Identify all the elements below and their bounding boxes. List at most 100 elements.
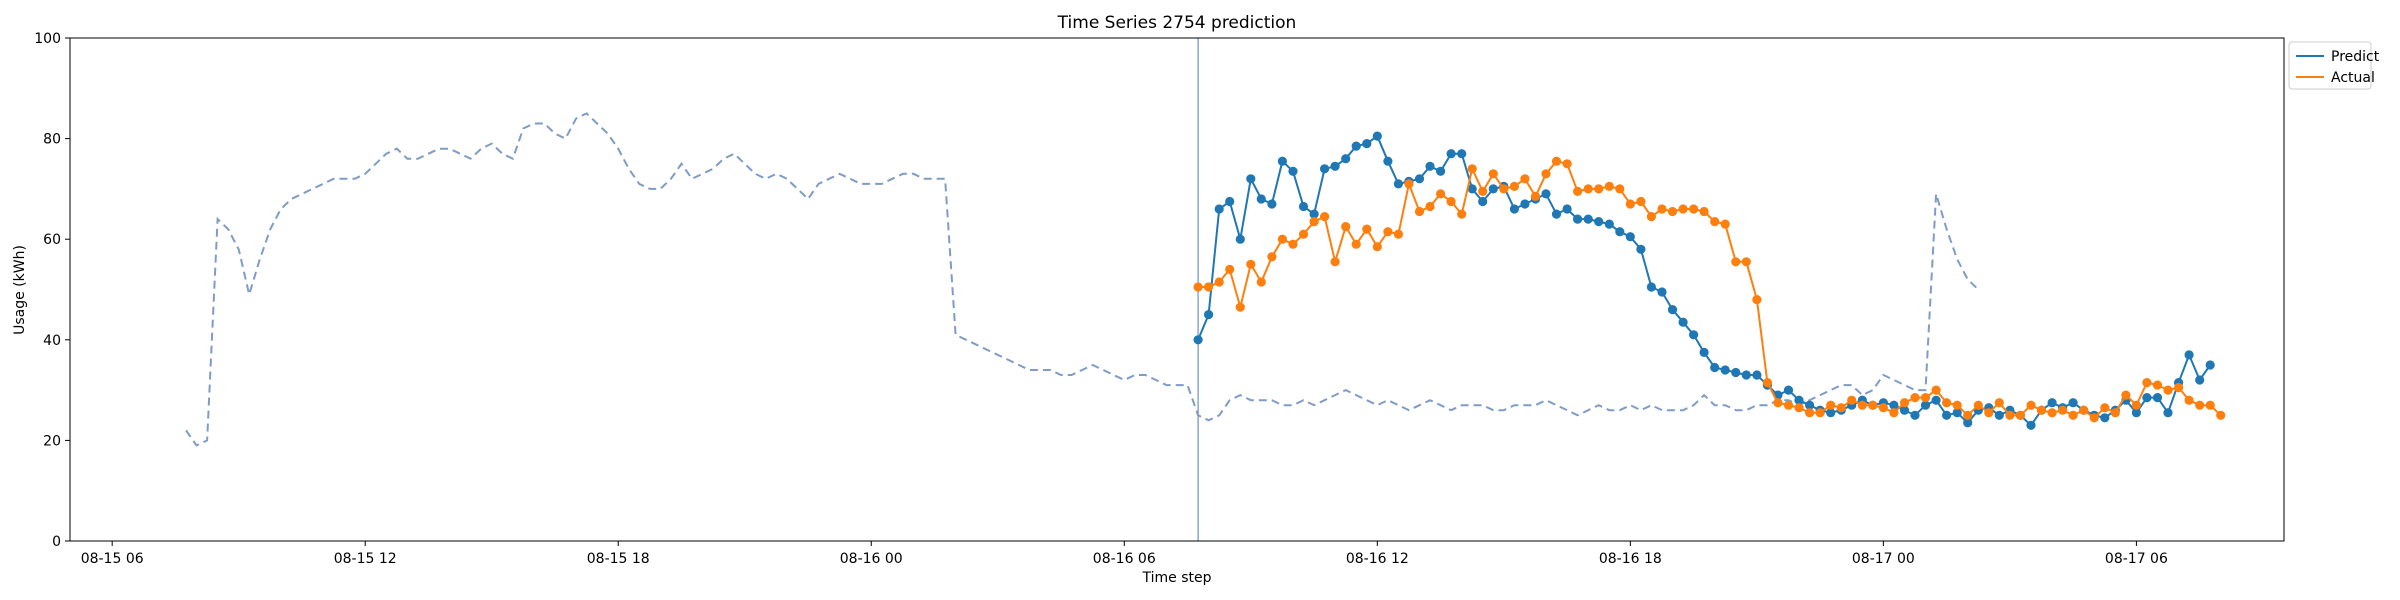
predict-point bbox=[1899, 405, 1910, 415]
x-tick-label: 08-17 06 bbox=[2105, 551, 2168, 567]
predict-point bbox=[1657, 287, 1667, 297]
actual-point bbox=[1731, 257, 1741, 267]
actual-point bbox=[1509, 181, 1519, 191]
predict-point bbox=[1204, 310, 1214, 320]
actual-point bbox=[1794, 403, 1804, 413]
actual-point bbox=[1351, 239, 1361, 249]
actual-point bbox=[1362, 224, 1372, 234]
predict-point bbox=[1478, 196, 1488, 207]
predict-point bbox=[1826, 408, 1836, 418]
predict-point bbox=[1910, 410, 1920, 420]
actual-point bbox=[1478, 186, 1488, 196]
actual-point bbox=[1330, 257, 1340, 267]
predict-point bbox=[1583, 214, 1593, 224]
predict-point bbox=[2068, 398, 2078, 408]
actual-point bbox=[1256, 277, 1266, 287]
predict-point bbox=[1288, 166, 1298, 176]
actual-point bbox=[1646, 212, 1656, 222]
actual-point bbox=[2100, 403, 2110, 413]
actual-point bbox=[1699, 206, 1709, 217]
predict-point bbox=[1805, 400, 1815, 410]
actual-point bbox=[2121, 390, 2131, 400]
actual-point bbox=[2163, 385, 2173, 395]
predict-point bbox=[1383, 156, 1393, 166]
predict-point bbox=[1256, 194, 1266, 204]
actual-series bbox=[1193, 156, 2226, 423]
x-tick-label: 08-15 18 bbox=[587, 551, 650, 567]
actual-point bbox=[1836, 403, 1846, 413]
actual-point bbox=[1741, 257, 1751, 267]
predict-point bbox=[1246, 174, 1256, 184]
predict-point bbox=[2026, 420, 2036, 430]
actual-point bbox=[1383, 227, 1393, 237]
actual-point bbox=[2216, 410, 2226, 420]
y-tick-label: 20 bbox=[43, 433, 61, 449]
actual-point bbox=[1277, 234, 1287, 244]
x-tick-label: 08-15 06 bbox=[81, 551, 144, 567]
predict-point bbox=[1625, 232, 1635, 242]
actual-point bbox=[1762, 378, 1772, 388]
actual-point bbox=[1826, 400, 1836, 410]
x-tick-label: 08-17 00 bbox=[1852, 551, 1915, 567]
predict-point bbox=[1573, 214, 1583, 224]
predict-point bbox=[1372, 131, 1382, 141]
y-axis: 0 20 40 60 80 100 bbox=[34, 31, 70, 550]
actual-point bbox=[1667, 206, 1678, 217]
actual-point bbox=[1963, 410, 1973, 420]
predict-point bbox=[1309, 209, 1319, 219]
predict-point bbox=[1393, 179, 1403, 189]
actual-point bbox=[1393, 229, 1403, 239]
predict-point bbox=[1678, 317, 1688, 327]
actual-point bbox=[1436, 189, 1446, 199]
actual-point bbox=[1594, 184, 1604, 194]
actual-point bbox=[1246, 259, 1256, 269]
actual-point bbox=[1847, 395, 1857, 405]
actual-point bbox=[1899, 398, 1910, 408]
predict-point bbox=[1667, 305, 1678, 315]
predict-point bbox=[1783, 385, 1794, 395]
predict-point bbox=[1341, 154, 1351, 164]
actual-point bbox=[1752, 295, 1762, 305]
actual-point bbox=[2205, 400, 2215, 410]
actual-point bbox=[2015, 410, 2025, 420]
actual-point bbox=[1446, 196, 1456, 207]
actual-point bbox=[1404, 179, 1414, 189]
predict-point bbox=[2163, 408, 2173, 418]
predict-point bbox=[1509, 204, 1519, 214]
actual-point bbox=[2131, 400, 2141, 410]
predict-point bbox=[1689, 330, 1699, 340]
actual-point bbox=[1710, 217, 1720, 227]
predict-point bbox=[1942, 410, 1952, 420]
y-tick-label: 40 bbox=[43, 333, 61, 349]
predict-point bbox=[1562, 204, 1572, 214]
actual-point bbox=[1425, 201, 1435, 212]
predict-point bbox=[1541, 189, 1551, 199]
actual-point bbox=[1309, 217, 1319, 227]
predict-point bbox=[1551, 209, 1562, 219]
x-tick-label: 08-16 00 bbox=[840, 551, 903, 567]
predict-point bbox=[1952, 408, 1962, 418]
actual-point bbox=[1878, 403, 1888, 413]
predict-point bbox=[2047, 398, 2057, 408]
actual-point bbox=[1541, 169, 1551, 179]
predict-point bbox=[1214, 204, 1224, 214]
plot-frame bbox=[69, 37, 2285, 542]
actual-point bbox=[1805, 408, 1815, 418]
predict-point bbox=[1446, 149, 1456, 159]
actual-point bbox=[1235, 302, 1245, 312]
predict-point bbox=[1235, 234, 1245, 244]
actual-point bbox=[2174, 383, 2184, 393]
actual-point bbox=[2068, 410, 2078, 420]
actual-point bbox=[2005, 410, 2015, 420]
predict-point bbox=[2152, 393, 2163, 403]
actual-point bbox=[1520, 174, 1530, 184]
predict-point bbox=[1520, 199, 1530, 209]
legend-label-actual: Actual bbox=[2331, 70, 2375, 86]
predict-point bbox=[1457, 149, 1467, 159]
actual-point bbox=[1499, 184, 1509, 194]
actual-point bbox=[1457, 209, 1467, 219]
actual-point bbox=[1994, 398, 2004, 408]
actual-point bbox=[2036, 405, 2047, 415]
actual-point bbox=[1773, 398, 1783, 408]
